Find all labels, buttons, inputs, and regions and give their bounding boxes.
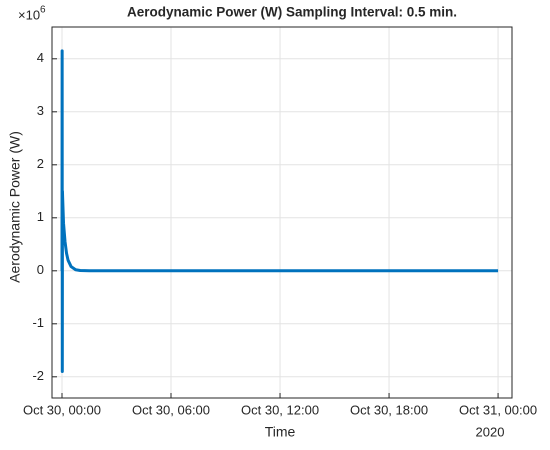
x-tick-label: Oct 31, 00:00 (459, 402, 537, 417)
y-tick-label: 4 (37, 50, 44, 65)
y-tick-label: 1 (37, 209, 44, 224)
x-tick-label: Oct 30, 06:00 (132, 402, 210, 417)
axes-box (51, 26, 513, 399)
y-tick-label: 0 (37, 262, 44, 277)
y-exponent-base: ×10 (18, 7, 40, 22)
y-axis-label: Aerodynamic Power (W) (7, 131, 23, 283)
data-line (60, 49, 499, 373)
y-tick-label: 3 (37, 103, 44, 118)
y-tick-label: -1 (32, 315, 44, 330)
x-tick-label: Oct 30, 12:00 (241, 402, 319, 417)
x-axis-label: Time (265, 424, 296, 440)
y-exponent: 6 (40, 5, 46, 16)
y-tick-label: 2 (37, 156, 44, 171)
x-tick-label: Oct 30, 00:00 (23, 402, 101, 417)
x-tick-label: Oct 30, 18:00 (350, 402, 428, 417)
x-secondary-label: 2020 (476, 424, 505, 439)
chart-title: Aerodynamic Power (W) Sampling Interval:… (127, 5, 457, 20)
y-tick-label: -2 (32, 368, 44, 383)
